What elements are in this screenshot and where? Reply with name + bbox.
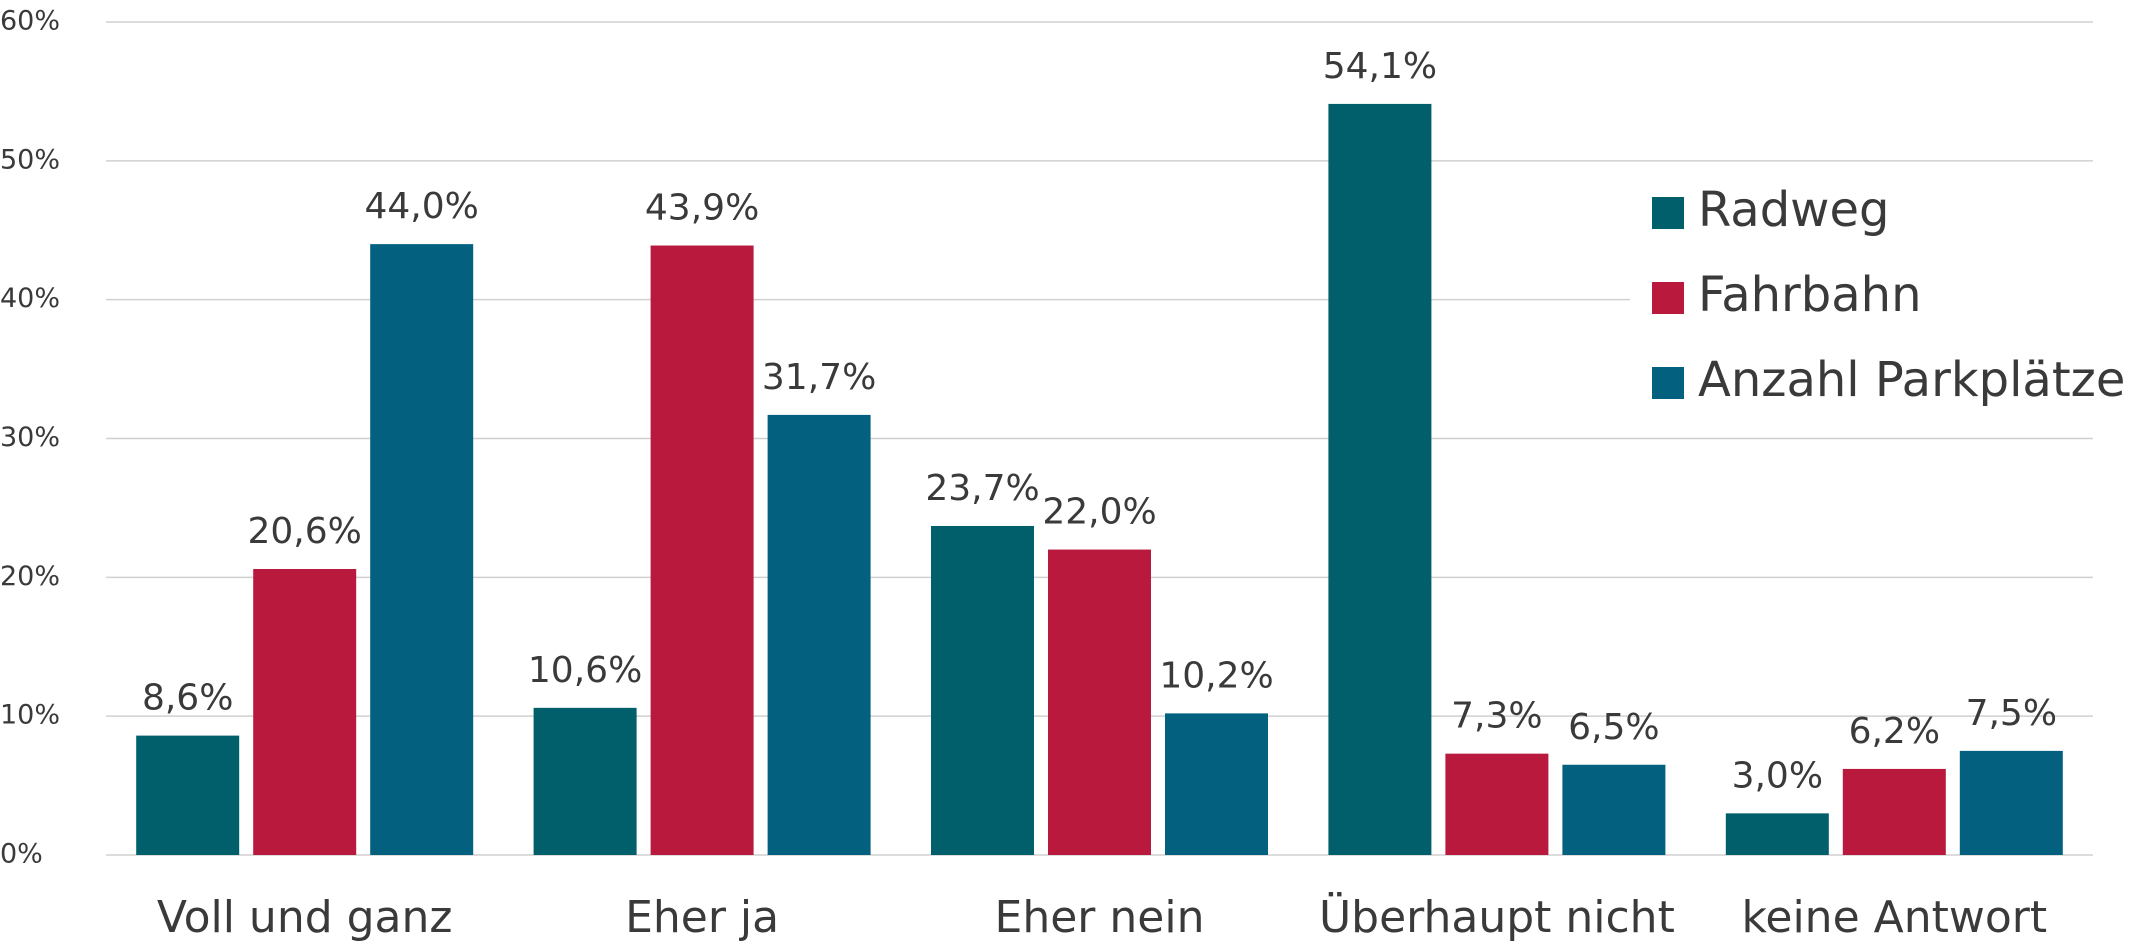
value-label: 7,5% <box>1966 693 2057 734</box>
value-label: 3,0% <box>1732 755 1823 796</box>
bar <box>1959 750 2063 855</box>
legend-label: Fahrbahn <box>1698 267 1922 323</box>
bar <box>1842 768 1946 855</box>
value-label: 23,7% <box>925 468 1039 509</box>
bar <box>533 707 637 855</box>
value-label: 8,6% <box>142 678 233 719</box>
legend-label: Radweg <box>1698 182 1889 238</box>
value-label: 7,3% <box>1451 696 1542 737</box>
x-tick-label: Überhaupt nicht <box>1319 891 1675 943</box>
bar <box>370 244 474 856</box>
legend-swatch <box>1652 197 1684 229</box>
legend-background <box>1630 170 2125 420</box>
value-label: 54,1% <box>1323 46 1437 87</box>
bar <box>1725 813 1829 855</box>
value-label: 10,6% <box>528 650 642 691</box>
legend-swatch <box>1652 282 1684 314</box>
y-tick-label: 0% <box>0 839 43 870</box>
bar <box>136 735 240 855</box>
bar <box>650 245 754 855</box>
legend-label: Anzahl Parkplätze <box>1698 352 2125 408</box>
bar <box>1445 753 1549 855</box>
value-label: 10,2% <box>1159 655 1273 696</box>
x-tick-label: keine Antwort <box>1741 892 2047 943</box>
y-tick-label: 40% <box>0 283 60 314</box>
y-tick-label: 30% <box>0 422 60 453</box>
bar <box>1328 103 1432 855</box>
bar <box>253 569 357 855</box>
value-label: 43,9% <box>645 188 759 229</box>
y-tick-label: 60% <box>0 6 60 37</box>
x-tick-label: Voll und ganz <box>157 892 453 943</box>
x-tick-label: Eher nein <box>995 892 1205 943</box>
value-label: 22,0% <box>1042 492 1156 533</box>
value-label: 6,2% <box>1849 711 1940 752</box>
value-label: 31,7% <box>762 357 876 398</box>
y-tick-label: 10% <box>0 700 60 731</box>
x-tick-label: Eher ja <box>625 892 779 943</box>
value-label: 20,6% <box>248 511 362 552</box>
bar <box>1562 764 1666 855</box>
value-label: 44,0% <box>365 186 479 227</box>
bar <box>931 525 1034 855</box>
bar <box>767 414 871 855</box>
bar <box>1165 713 1268 855</box>
y-tick-label: 50% <box>0 144 60 175</box>
bar <box>1048 549 1151 855</box>
y-tick-label: 20% <box>0 561 60 592</box>
legend-swatch <box>1652 367 1684 399</box>
value-label: 6,5% <box>1568 707 1659 748</box>
